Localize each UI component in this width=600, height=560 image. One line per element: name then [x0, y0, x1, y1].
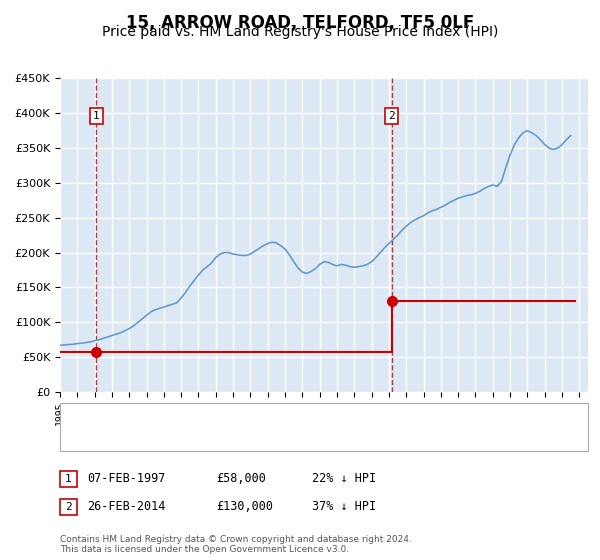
Text: 1: 1: [65, 474, 72, 484]
Text: 2: 2: [388, 111, 395, 121]
Text: £58,000: £58,000: [216, 472, 266, 486]
Text: Price paid vs. HM Land Registry's House Price Index (HPI): Price paid vs. HM Land Registry's House …: [102, 25, 498, 39]
Text: 26-FEB-2014: 26-FEB-2014: [87, 500, 166, 514]
Text: Contains HM Land Registry data © Crown copyright and database right 2024.
This d: Contains HM Land Registry data © Crown c…: [60, 535, 412, 554]
Text: 15, ARROW ROAD, TELFORD, TF5 0LF (detached house): 15, ARROW ROAD, TELFORD, TF5 0LF (detach…: [105, 412, 394, 422]
Text: £130,000: £130,000: [216, 500, 273, 514]
Text: 37% ↓ HPI: 37% ↓ HPI: [312, 500, 376, 514]
Text: 2: 2: [65, 502, 72, 512]
Text: 22% ↓ HPI: 22% ↓ HPI: [312, 472, 376, 486]
Text: 1: 1: [93, 111, 100, 121]
Text: HPI: Average price, detached house, Telford and Wrekin: HPI: Average price, detached house, Telf…: [105, 432, 395, 442]
Text: 07-FEB-1997: 07-FEB-1997: [87, 472, 166, 486]
Text: 15, ARROW ROAD, TELFORD, TF5 0LF: 15, ARROW ROAD, TELFORD, TF5 0LF: [126, 14, 474, 32]
